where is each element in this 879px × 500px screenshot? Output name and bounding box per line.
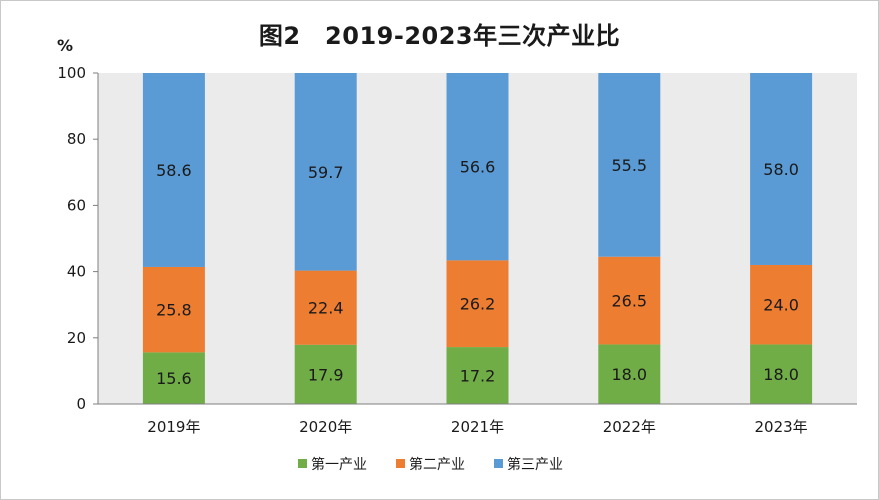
x-tick-label: 2020年: [299, 418, 352, 436]
legend-swatch-3: [494, 459, 503, 468]
bar-segment-3: [446, 73, 509, 261]
data-label: 59.7: [308, 163, 344, 182]
bar-segment-2: [142, 266, 205, 353]
x-tick-label: 2022年: [603, 418, 656, 436]
data-label: 26.2: [460, 295, 496, 314]
legend-label-2: 第二产业: [409, 456, 465, 473]
x-tick-label: 2021年: [451, 418, 504, 436]
y-axis-unit-label: %: [57, 36, 74, 55]
y-tick-label: 100: [57, 64, 86, 82]
bar-segment-1: [598, 344, 661, 404]
y-tick-label: 60: [67, 196, 86, 214]
y-tick-label: 40: [67, 263, 86, 281]
data-label: 56.6: [460, 158, 496, 177]
legend-label-1: 第一产业: [311, 456, 367, 473]
bar-segment-3: [750, 73, 813, 265]
bar-segment-2: [750, 264, 813, 345]
data-label: 58.0: [763, 160, 799, 179]
data-label: 25.8: [156, 301, 192, 320]
bar-segment-2: [446, 260, 509, 348]
legend-swatch-2: [396, 459, 405, 468]
data-label: 24.0: [763, 296, 799, 315]
y-tick-label: 80: [67, 130, 86, 148]
data-label: 26.5: [611, 292, 647, 311]
y-tick-label: 20: [67, 329, 86, 347]
legend-label-3: 第三产业: [507, 456, 563, 473]
y-tick-label: 0: [76, 395, 86, 413]
data-label: 22.4: [308, 299, 344, 318]
bar-segment-1: [446, 347, 509, 404]
data-label: 17.9: [308, 365, 344, 384]
bar-segment-3: [598, 73, 661, 257]
data-label: 17.2: [460, 367, 496, 386]
x-tick-label: 2019年: [147, 418, 200, 436]
x-tick-label: 2023年: [755, 418, 808, 436]
data-label: 18.0: [611, 365, 647, 384]
bar-segment-1: [142, 352, 205, 404]
data-label: 15.6: [156, 369, 192, 388]
legend-swatch-1: [298, 459, 307, 468]
bar-segment-3: [142, 73, 205, 267]
bar-segment-1: [294, 344, 357, 404]
data-label: 55.5: [611, 156, 647, 175]
bar-segment-3: [294, 73, 357, 271]
bar-segment-2: [598, 256, 661, 345]
bar-segment-1: [750, 344, 813, 404]
data-label: 18.0: [763, 365, 799, 384]
bar-segment-2: [294, 270, 357, 345]
data-label: 58.6: [156, 161, 192, 180]
chart-title: 图2 2019-2023年三次产业比: [258, 22, 621, 50]
